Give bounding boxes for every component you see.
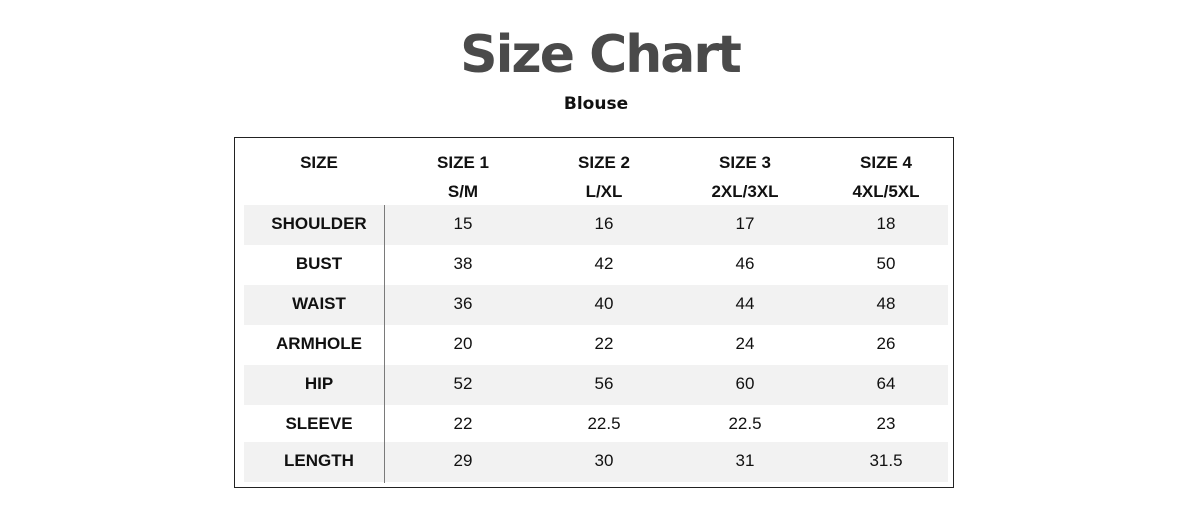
table-row-armhole: ARMHOLE 20 22 24 26 bbox=[244, 325, 948, 365]
page-title: Size Chart bbox=[460, 25, 742, 85]
header-size-range: 4XL/5XL bbox=[852, 182, 920, 201]
row-label: WAIST bbox=[292, 294, 346, 313]
table-cell: 48 bbox=[876, 294, 896, 313]
header-size-4: SIZE 4 4XL/5XL bbox=[816, 148, 956, 206]
table-cell: 50 bbox=[876, 254, 896, 273]
row-label: LENGTH bbox=[284, 451, 354, 470]
header-size-2: SIZE 2 L/XL bbox=[534, 148, 674, 206]
header-size-1: SIZE 1 S/M bbox=[393, 148, 533, 206]
table-cell: 31 bbox=[735, 451, 755, 470]
table-cell: 26 bbox=[876, 334, 896, 353]
row-label: HIP bbox=[304, 374, 334, 393]
header-size-range: L/XL bbox=[585, 182, 623, 201]
table-row-hip: HIP 52 56 60 64 bbox=[244, 365, 948, 405]
row-label: ARMHOLE bbox=[276, 334, 362, 353]
table-row-bust: BUST 38 42 46 50 bbox=[244, 245, 948, 285]
table-cell: 15 bbox=[453, 214, 473, 233]
table-cell: 20 bbox=[453, 334, 473, 353]
page-subtitle: Blouse bbox=[563, 94, 629, 114]
header-size-name: SIZE 2 bbox=[578, 153, 630, 172]
table-cell: 16 bbox=[594, 214, 614, 233]
table-cell: 18 bbox=[876, 214, 896, 233]
header-size-range: 2XL/3XL bbox=[711, 182, 779, 201]
table-cell: 46 bbox=[735, 254, 755, 273]
table-cell: 22.5 bbox=[587, 414, 621, 433]
table-cell: 52 bbox=[453, 374, 473, 393]
table-cell: 22 bbox=[453, 414, 473, 433]
table-cell: 42 bbox=[594, 254, 614, 273]
header-size-range: S/M bbox=[447, 182, 479, 201]
table-row-sleeve: SLEEVE 22 22.5 22.5 23 bbox=[244, 405, 948, 445]
table-cell: 31.5 bbox=[869, 451, 903, 470]
table-row-shoulder: SHOULDER 15 16 17 18 bbox=[244, 205, 948, 245]
header-size-name: SIZE 3 bbox=[719, 153, 771, 172]
row-label: SHOULDER bbox=[271, 214, 367, 233]
size-table: SIZE SIZE 1 S/M SIZE 2 L/XL SIZE 3 2XL/3… bbox=[234, 137, 954, 488]
table-cell: 22 bbox=[594, 334, 614, 353]
table-cell: 17 bbox=[735, 214, 755, 233]
row-label: BUST bbox=[295, 254, 343, 273]
table-cell: 56 bbox=[594, 374, 614, 393]
table-cell: 38 bbox=[453, 254, 473, 273]
table-cell: 44 bbox=[735, 294, 755, 313]
header-size-3: SIZE 3 2XL/3XL bbox=[675, 148, 815, 206]
header-corner: SIZE bbox=[244, 148, 394, 177]
row-label: SLEEVE bbox=[285, 414, 353, 433]
table-cell: 22.5 bbox=[728, 414, 762, 433]
table-cell: 23 bbox=[876, 414, 896, 433]
table-cell: 24 bbox=[735, 334, 755, 353]
column-divider bbox=[384, 205, 385, 483]
table-cell: 30 bbox=[594, 451, 614, 470]
header-corner-label: SIZE bbox=[300, 153, 338, 172]
header-size-name: SIZE 4 bbox=[860, 153, 912, 172]
table-cell: 36 bbox=[453, 294, 473, 313]
table-cell: 60 bbox=[735, 374, 755, 393]
table-header: SIZE SIZE 1 S/M SIZE 2 L/XL SIZE 3 2XL/3… bbox=[244, 138, 948, 206]
table-cell: 40 bbox=[594, 294, 614, 313]
table-cell: 64 bbox=[876, 374, 896, 393]
table-row-length: LENGTH 29 30 31 31.5 bbox=[244, 442, 948, 482]
table-row-waist: WAIST 36 40 44 48 bbox=[244, 285, 948, 325]
table-cell: 29 bbox=[453, 451, 473, 470]
header-size-name: SIZE 1 bbox=[437, 153, 489, 172]
